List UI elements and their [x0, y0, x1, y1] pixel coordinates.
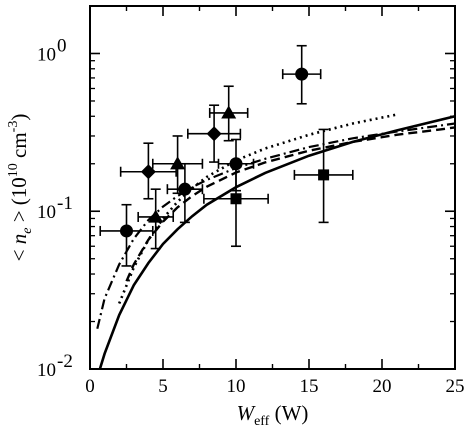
y-tick-label-base: 10: [37, 360, 56, 381]
data-point-circle: [99, 203, 154, 267]
marker-diamond: [140, 164, 156, 180]
y-axis-title-unit: cm: [7, 132, 31, 163]
y-axis-title-close: ): [7, 114, 31, 121]
y-axis-title-unit-exp: -3: [6, 121, 21, 133]
y-tick-label-exp: 0: [57, 35, 67, 56]
marker-circle: [120, 224, 133, 238]
data-point-triangle: [137, 188, 175, 250]
x-axis-title-unit: (W): [269, 401, 308, 425]
marker-triangle: [170, 156, 186, 170]
fit-curves: [96, 113, 455, 369]
plot-frame: [89, 5, 456, 370]
y-tick-label-exp: -2: [57, 351, 73, 372]
y-axis-title-exp: 10: [6, 163, 21, 177]
data-point-triangle: [151, 135, 204, 195]
marker-triangle: [221, 105, 237, 119]
marker-diamond: [206, 126, 222, 142]
axis-ticks: [89, 5, 456, 370]
data-points: [99, 44, 354, 267]
marker-circle: [178, 182, 192, 196]
y-axis-title-post: > (10: [7, 177, 31, 227]
x-tick-label: 10: [227, 376, 246, 397]
x-axis-title-sub: eff: [254, 414, 270, 429]
curve-solid: [98, 115, 455, 369]
data-point-triangle: [208, 85, 249, 142]
data-point-diamond: [187, 104, 242, 163]
y-axis-title-pre: <: [7, 244, 31, 261]
x-tick-label: 5: [158, 376, 168, 397]
marker-circle: [295, 67, 309, 81]
y-tick-label: 10: [37, 202, 56, 223]
marker-square: [318, 169, 330, 181]
marker-square: [230, 193, 242, 205]
x-axis-title-main: W: [237, 401, 257, 425]
y-tick-label: 10: [37, 360, 56, 381]
x-tick-label: 25: [446, 376, 465, 397]
curve-dashed: [125, 126, 455, 282]
y-tick-label-base: 10: [37, 202, 56, 223]
y-tick-label-exp: -1: [57, 193, 73, 214]
x-tick-label: 20: [373, 376, 392, 397]
x-axis-title: Weff (W): [237, 401, 309, 429]
y-axis-title-var: n: [7, 234, 31, 245]
x-tick-label: 0: [85, 376, 95, 397]
y-tick-label-base: 10: [37, 44, 56, 65]
data-point-square: [203, 166, 269, 248]
x-tick-label: 15: [300, 376, 319, 397]
curve-dashdot: [96, 122, 455, 329]
data-point-circle: [281, 44, 322, 105]
y-axis-title: < ne > (1010 cm-3): [6, 114, 35, 262]
curve-dotted: [117, 113, 397, 304]
marker-triangle: [148, 209, 164, 223]
data-point-square: [293, 128, 354, 224]
y-tick-label: 10: [37, 44, 56, 65]
y-axis-title-sub: e: [20, 228, 35, 234]
